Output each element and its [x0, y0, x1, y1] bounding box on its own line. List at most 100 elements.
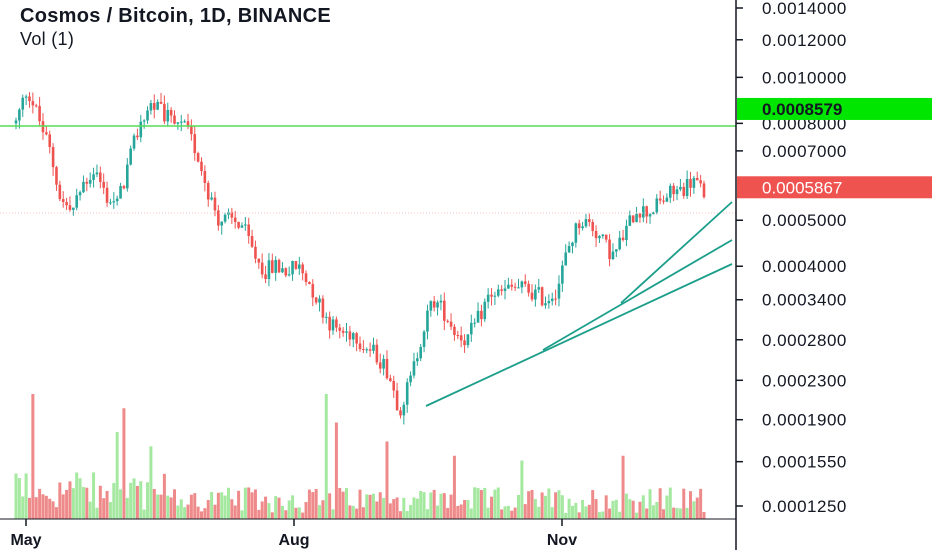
- time-axis[interactable]: May Aug Nov: [10, 519, 577, 549]
- volume-bar: [567, 498, 571, 519]
- candle-body: [200, 161, 203, 172]
- volume-bar: [543, 495, 547, 519]
- volume-bar: [506, 505, 510, 519]
- candle-body: [287, 274, 291, 276]
- volume-bar: [291, 495, 295, 519]
- volume-bar: [695, 497, 699, 519]
- candle-body: [149, 103, 153, 111]
- trendline-2: [542, 239, 733, 351]
- candle-body: [210, 197, 213, 200]
- volume-bar: [135, 485, 139, 519]
- volume-bar: [500, 509, 504, 519]
- candle-body: [284, 268, 288, 276]
- volume-bar: [314, 489, 318, 519]
- candle-body: [99, 172, 102, 182]
- candle-body: [702, 183, 706, 198]
- candle-body: [493, 295, 497, 297]
- candle-body: [297, 264, 301, 269]
- volume-bar: [577, 512, 581, 519]
- candle-body: [213, 197, 217, 211]
- candle-body: [635, 213, 638, 223]
- candle-body: [530, 292, 534, 300]
- candle-body: [520, 281, 524, 288]
- candle-body: [368, 349, 372, 351]
- candle-body: [527, 283, 530, 293]
- volume-bar: [668, 487, 672, 519]
- candle-body: [65, 202, 68, 206]
- candle-body: [264, 274, 267, 280]
- candle-body: [58, 184, 62, 200]
- candle-body: [92, 174, 95, 180]
- candle-body: [281, 268, 284, 273]
- volume-bar: [351, 505, 355, 519]
- candle-body: [129, 148, 132, 165]
- candle-body: [31, 101, 35, 106]
- candle-body: [146, 110, 149, 121]
- volume-indicator-label: Vol (1): [20, 29, 75, 49]
- volume-bar: [264, 496, 268, 519]
- volume-bar: [250, 492, 254, 519]
- volume-bar: [220, 492, 224, 519]
- volume-bar: [139, 481, 143, 519]
- volume-bar: [550, 507, 554, 519]
- candle-body: [672, 185, 675, 195]
- price-axis[interactable]: 0.00140000.00120000.00100000.00080000.00…: [736, 0, 847, 516]
- volume-bar: [503, 506, 507, 519]
- price-label-text: 0.0005867: [762, 178, 842, 197]
- volume-bar: [436, 505, 440, 519]
- volume-bar: [243, 487, 247, 519]
- volume-bar: [564, 512, 568, 519]
- candle-body: [274, 259, 277, 273]
- volume-bar: [277, 497, 281, 519]
- volume-bar: [71, 488, 75, 519]
- volume-bar: [628, 499, 632, 519]
- chart-header: Cosmos / Bitcoin, 1D, BINANCE Vol (1): [20, 4, 331, 50]
- volume-bar: [581, 499, 585, 519]
- candle-body: [82, 181, 85, 193]
- volume-bar: [159, 494, 163, 519]
- volume-bar: [68, 481, 72, 519]
- candle-body: [190, 126, 193, 135]
- price-label-text: 0.0008579: [762, 100, 842, 119]
- volume-bar: [17, 478, 21, 519]
- volume-bar: [446, 507, 450, 519]
- candle-body: [38, 106, 41, 122]
- trendlines[interactable]: [425, 201, 733, 407]
- candle-body: [554, 298, 557, 300]
- y-tick-label: 0.0004000: [762, 257, 847, 276]
- candle-body: [658, 198, 662, 201]
- candle-body: [321, 298, 325, 318]
- candle-body: [412, 361, 416, 376]
- volume-bar: [604, 495, 608, 519]
- volume-bar: [183, 507, 187, 519]
- volume-bar: [658, 488, 662, 519]
- volume-bar: [78, 478, 82, 519]
- volume-bar: [672, 507, 676, 519]
- volume-bar: [206, 500, 210, 519]
- y-tick-label: 0.0014000: [762, 0, 847, 18]
- volume-bar: [689, 491, 693, 519]
- candle-body: [392, 381, 396, 391]
- volume-bar: [675, 507, 679, 519]
- volume-bar: [456, 505, 460, 519]
- volume-bar: [635, 512, 639, 519]
- candle-body: [405, 382, 409, 405]
- volume-bar: [459, 504, 463, 519]
- candle-body: [102, 181, 105, 188]
- volume-bar: [233, 505, 237, 519]
- volume-bar: [61, 494, 65, 519]
- candle-body: [85, 181, 89, 184]
- y-tick-label: 0.0001900: [762, 411, 847, 430]
- volume-bar: [237, 490, 241, 519]
- volume-bar: [425, 509, 429, 519]
- volume-bar: [287, 500, 291, 519]
- candle-body: [51, 147, 55, 168]
- volume-bar: [432, 489, 436, 519]
- candle-body: [220, 221, 224, 226]
- candle-body: [537, 287, 541, 290]
- candle-body: [523, 281, 527, 284]
- volume-bar: [48, 498, 52, 519]
- candle-body: [550, 298, 554, 301]
